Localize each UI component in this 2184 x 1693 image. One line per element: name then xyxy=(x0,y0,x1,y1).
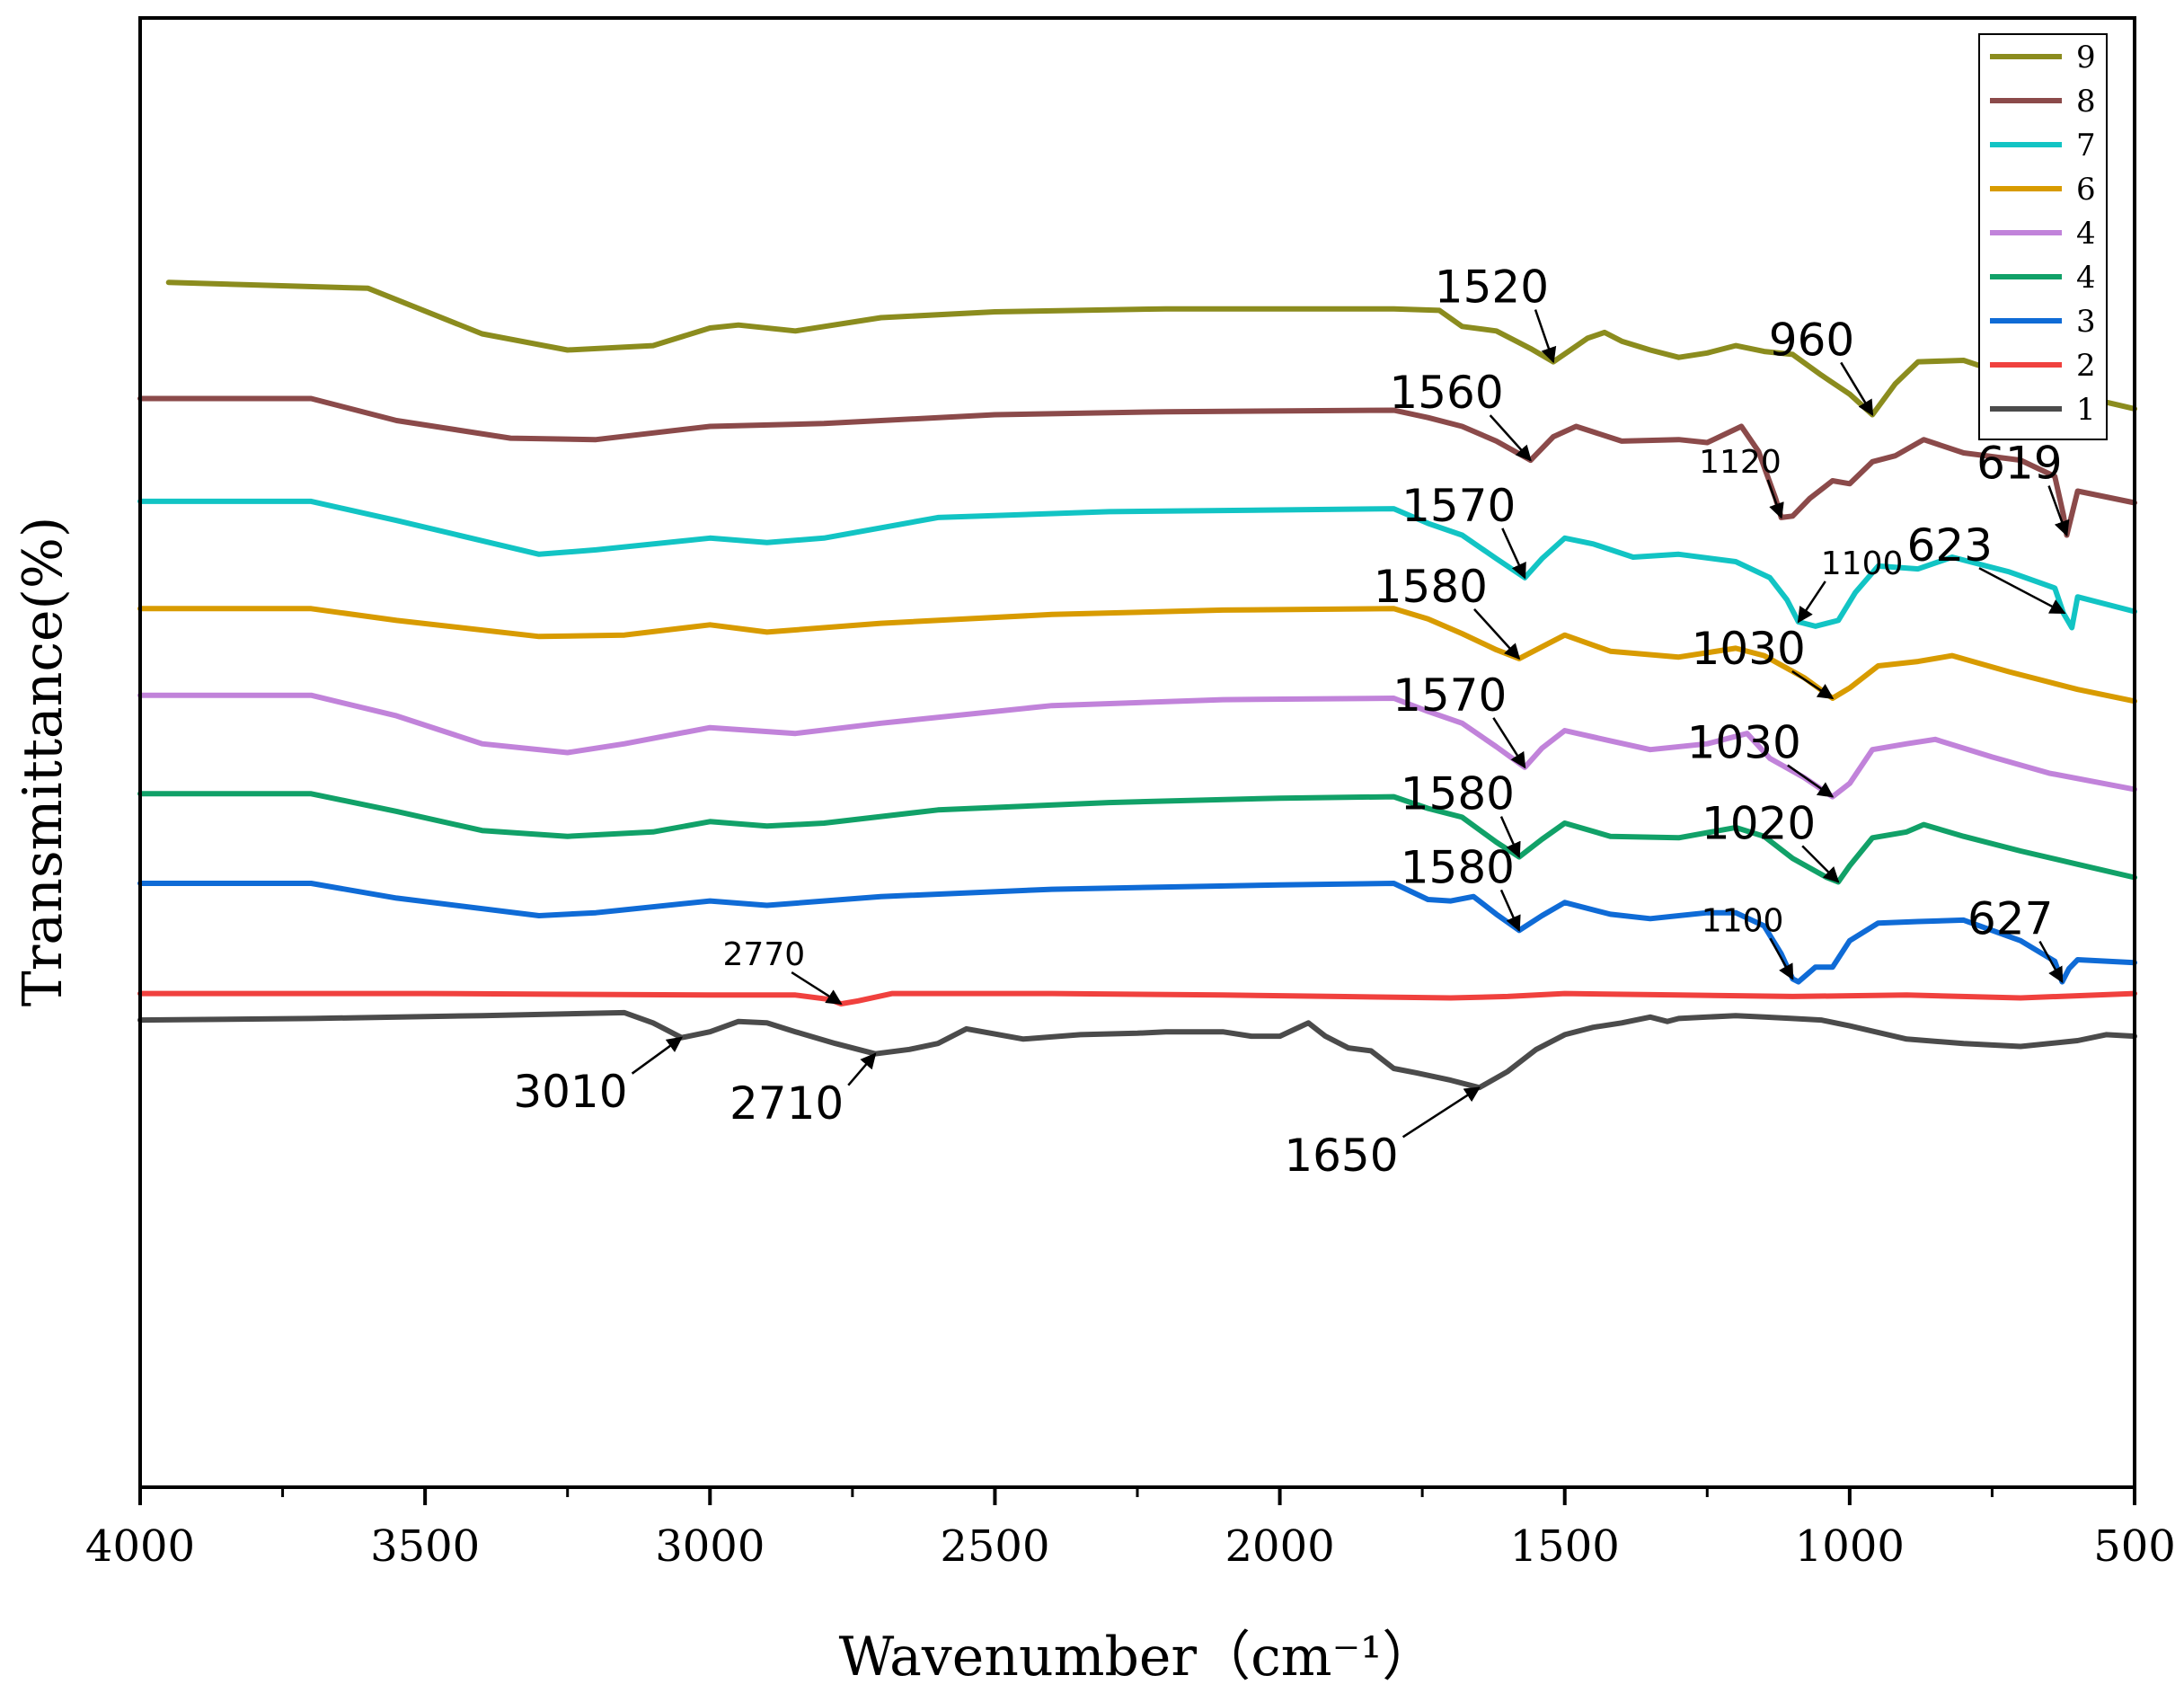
peak-label: 623 xyxy=(1907,519,1993,572)
peak-label: 960 xyxy=(1769,314,1854,366)
series-line-4 xyxy=(137,606,2137,705)
series-line-5 xyxy=(137,692,2137,800)
legend-label: 3 xyxy=(2076,304,2096,340)
x-tick-label: 3500 xyxy=(370,1521,480,1572)
annotation-arrow xyxy=(1499,816,1521,859)
peak-label: 1520 xyxy=(1435,261,1549,314)
peak-label: 619 xyxy=(1976,438,2062,490)
x-tick-label: 500 xyxy=(2093,1521,2176,1572)
annotation-arrow xyxy=(631,1036,683,1075)
annotation-arrow xyxy=(1489,414,1532,462)
peak-label: 627 xyxy=(1967,893,2053,945)
legend-label: 4 xyxy=(2076,216,2096,252)
series-line-9 xyxy=(137,1009,2137,1091)
peak-label: 1020 xyxy=(1702,797,1816,849)
peak-label: 1100 xyxy=(1821,545,1904,582)
annotation-arrow xyxy=(2047,485,2070,537)
annotation-arrow xyxy=(1769,937,1794,980)
x-tick-label: 3000 xyxy=(655,1521,765,1572)
x-axis-label: Wavenumber（cm⁻¹） xyxy=(839,1626,1437,1689)
x-tick-label: 2000 xyxy=(1225,1521,1334,1572)
peak-label: 3010 xyxy=(513,1066,627,1118)
x-tick-label: 4000 xyxy=(85,1521,195,1572)
series-line-8 xyxy=(137,990,2137,1007)
series-line-1 xyxy=(165,279,2137,418)
legend-label: 4 xyxy=(2076,260,2096,296)
x-tick-label: 1500 xyxy=(1510,1521,1620,1572)
legend-label: 7 xyxy=(2076,128,2096,164)
legend-label: 1 xyxy=(2076,392,2096,428)
x-tick-label: 1000 xyxy=(1795,1521,1905,1572)
peak-label: 1030 xyxy=(1692,623,1806,675)
series-line-2 xyxy=(137,395,2137,538)
legend: 9 8 7 6 4 4 3 2 1 xyxy=(1978,33,2108,440)
peak-label: 1650 xyxy=(1284,1130,1398,1182)
annotation-arrow xyxy=(847,1052,877,1086)
x-tick-label: 2500 xyxy=(940,1521,1049,1572)
annotation-arrow xyxy=(1501,527,1526,580)
peak-label: 1030 xyxy=(1687,717,1801,769)
annotation-arrow xyxy=(1492,717,1526,769)
legend-label: 2 xyxy=(2076,348,2096,384)
annotation-arrow xyxy=(1801,845,1840,883)
annotation-arrow xyxy=(1978,567,2066,615)
annotation-arrow xyxy=(1401,1086,1481,1139)
annotation-arrow xyxy=(1766,479,1784,519)
annotation-arrow xyxy=(1797,581,1826,624)
legend-label: 9 xyxy=(2076,40,2096,75)
annotation-arrow xyxy=(1840,361,1874,416)
peak-label: 2770 xyxy=(723,936,806,973)
peak-label: 1570 xyxy=(1401,480,1516,532)
series-line-3 xyxy=(137,498,2137,631)
y-axis-label: Transmittance(%) xyxy=(12,517,75,1007)
series-line-6 xyxy=(137,791,2137,885)
peak-label: 1120 xyxy=(1699,444,1782,481)
series-line-7 xyxy=(137,881,2137,985)
peak-label: 1580 xyxy=(1401,768,1515,820)
peak-label: 2710 xyxy=(729,1077,844,1130)
annotation-arrow xyxy=(1499,889,1521,932)
annotation-arrow xyxy=(1787,764,1835,798)
peak-label: 1100 xyxy=(1702,902,1784,939)
peak-label: 1580 xyxy=(1374,561,1488,613)
annotation-arrow xyxy=(1473,608,1521,660)
peak-label: 1560 xyxy=(1389,367,1503,419)
x-axis: 4000 3500 3000 2500 2000 1500 1000 500 xyxy=(85,1487,2176,1572)
peak-label: 1580 xyxy=(1401,841,1515,893)
annotation-arrow xyxy=(2038,940,2064,984)
annotation-arrow xyxy=(791,971,843,1006)
legend-label: 8 xyxy=(2076,84,2096,120)
peak-label: 1570 xyxy=(1393,669,1507,722)
annotation-arrow xyxy=(1791,669,1835,700)
series-layer xyxy=(137,279,2137,1091)
annotation-arrow xyxy=(1534,309,1557,364)
legend-label: 6 xyxy=(2076,172,2096,208)
